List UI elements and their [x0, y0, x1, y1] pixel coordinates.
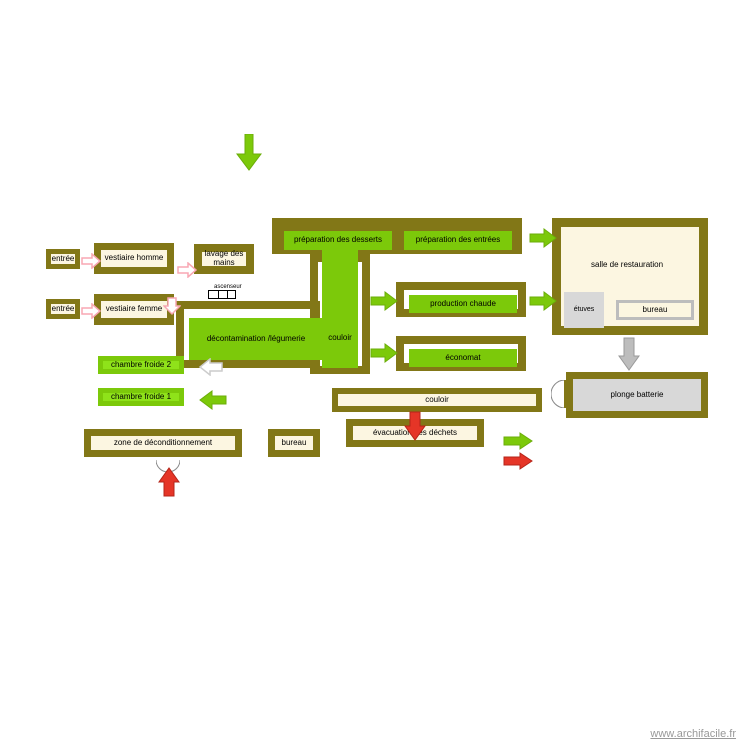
room-entree1: entrée	[46, 249, 80, 269]
arrow-top-green	[235, 134, 263, 177]
label-bureau1: bureau	[282, 439, 307, 448]
floorplan-canvas: entrée entrée vestiaire homme vestiaire …	[0, 0, 750, 750]
room-decontamination-inner: décontamination /légumerie	[189, 318, 323, 360]
label-entree2: entrée	[52, 305, 75, 314]
label-plonge: plonge batterie	[611, 391, 664, 400]
label-economat: économat	[445, 354, 480, 363]
label-prod-chaude: production chaude	[430, 300, 496, 309]
arrow-red-evac	[404, 410, 426, 447]
label-salle-resto: salle de restauration	[591, 260, 663, 269]
room-cf2: chambre froide 2	[98, 356, 184, 374]
room-economat-inner: économat	[409, 349, 517, 367]
arrow-white-left	[198, 358, 224, 381]
label-bureau2: bureau	[643, 306, 668, 315]
label-lavage: lavage des mains	[202, 250, 246, 268]
label-couloir-v: couloir	[328, 334, 352, 343]
room-entree2: entrée	[46, 299, 80, 319]
room-cf1: chambre froide 1	[98, 388, 184, 406]
label-decontam: décontamination /légumerie	[207, 335, 305, 344]
label-entree1: entrée	[52, 255, 75, 264]
arrow-green-cf1	[198, 390, 228, 415]
label-cf2: chambre froide 2	[111, 361, 171, 370]
room-plonge: plonge batterie	[566, 372, 708, 418]
room-prep-entrees: préparation des entrées	[404, 231, 512, 250]
room-prod-chaude-inner: production chaude	[409, 295, 517, 313]
room-zone-decond: zone de déconditionnement	[84, 429, 242, 457]
label-etuves: étuves	[574, 306, 595, 314]
room-couloir-h: couloir	[332, 388, 542, 412]
arrow-pink-1	[80, 253, 102, 274]
room-vestiaire-homme: vestiaire homme	[94, 243, 174, 274]
arrow-red-decond	[158, 466, 180, 503]
label-zone-decond: zone de déconditionnement	[114, 439, 212, 448]
room-vestiaire-femme: vestiaire femme	[94, 294, 174, 325]
arrow-green-couloir1	[369, 291, 399, 316]
room-lavage-mains: lavage des mains	[194, 244, 254, 274]
room-bureau1: bureau	[268, 429, 320, 457]
arrow-green-to-salle	[528, 228, 558, 253]
watermark-text: www.archifacile.fr	[650, 728, 736, 740]
arrow-pink-2	[176, 262, 198, 283]
room-etuves: étuves	[564, 292, 604, 328]
room-couloir-vertical-inner: couloir	[322, 248, 358, 368]
arrow-pink-3	[80, 303, 102, 324]
label-cf1: chambre froide 1	[111, 393, 171, 402]
room-bureau2: bureau	[616, 300, 694, 320]
label-vest-h: vestiaire homme	[105, 254, 164, 263]
label-couloir-h: couloir	[425, 396, 449, 405]
arrow-pink-4	[163, 296, 181, 321]
arrow-green-couloir2	[369, 343, 399, 368]
arrow-green-to-etuves	[528, 291, 558, 316]
label-vest-f: vestiaire femme	[106, 305, 162, 314]
elevator-box	[208, 290, 236, 299]
arrow-red-legend	[502, 452, 534, 475]
watermark: www.archifacile.fr	[650, 728, 736, 740]
label-prep-desserts: préparation des desserts	[294, 236, 382, 245]
label-prep-entrees: préparation des entrées	[416, 236, 501, 245]
door-plonge	[551, 380, 567, 406]
arrow-grey-down	[618, 336, 640, 377]
